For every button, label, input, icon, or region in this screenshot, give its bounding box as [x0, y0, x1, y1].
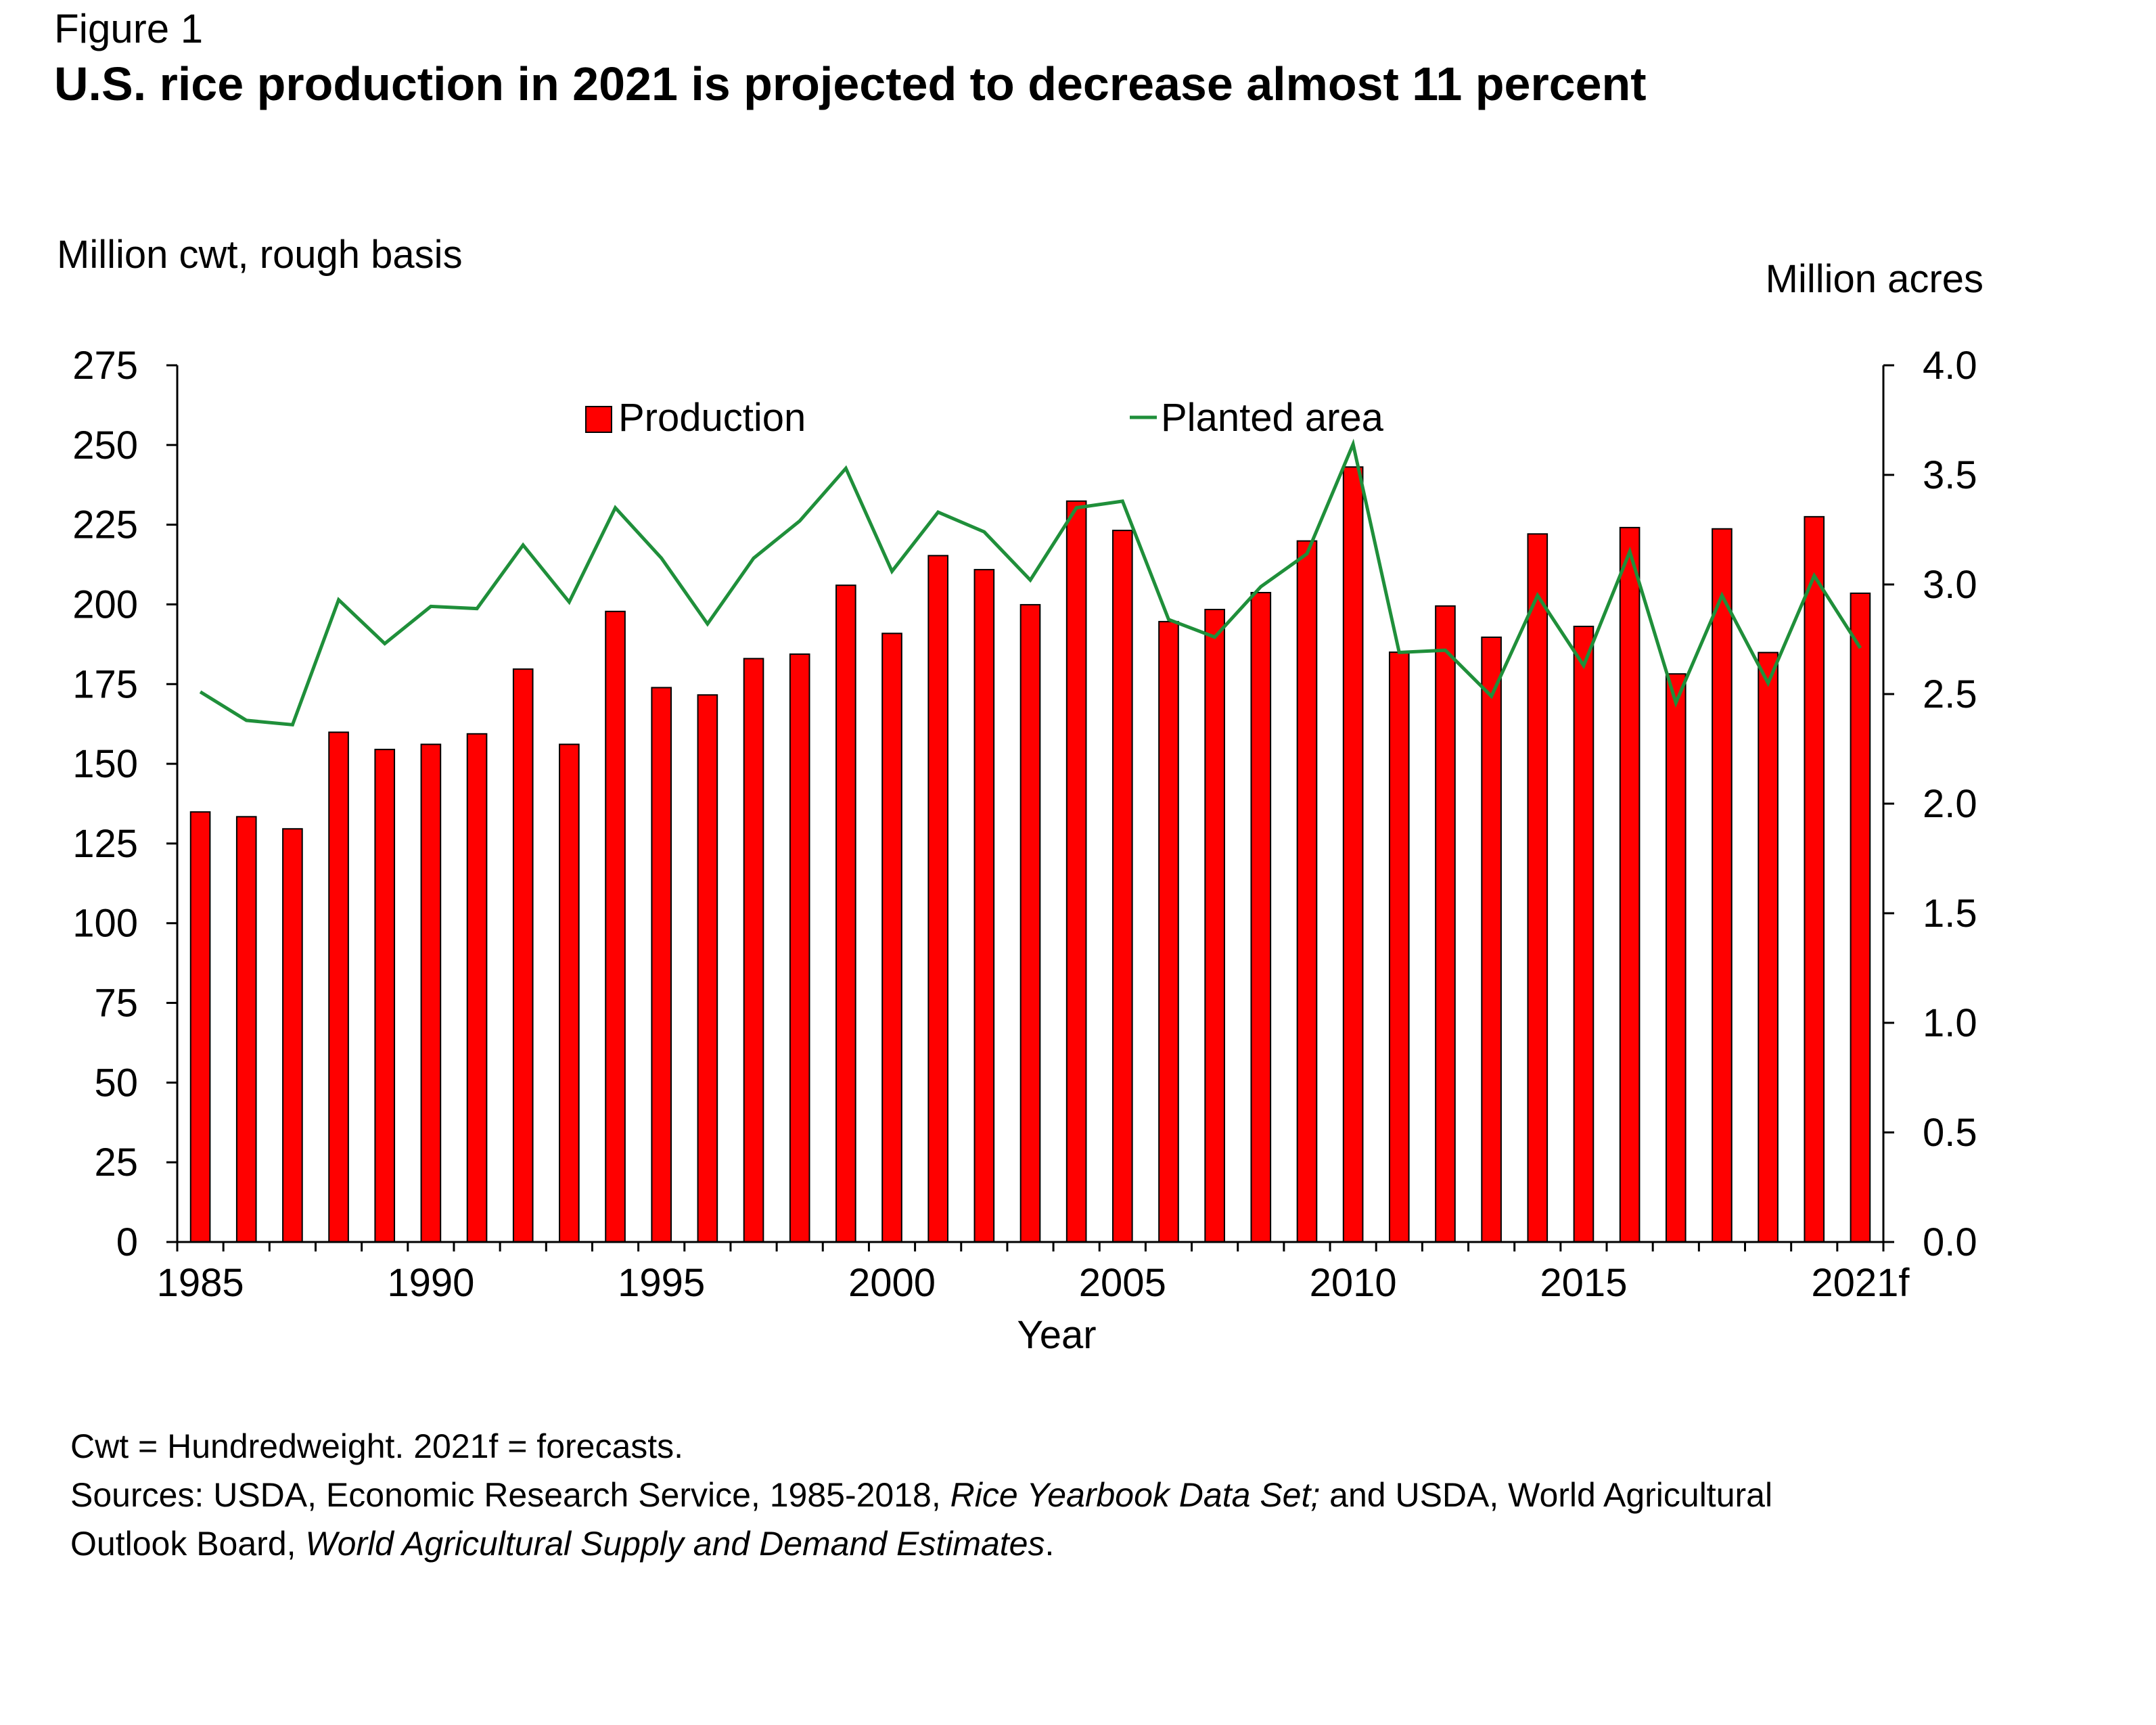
- legend-production-swatch: [585, 406, 612, 433]
- left-tick-label: 125: [72, 822, 138, 866]
- x-tick-label: 2010: [1310, 1261, 1397, 1305]
- legend: Production Planted area: [585, 396, 1384, 440]
- bar-1986: [235, 816, 257, 1243]
- bar-1996: [697, 694, 718, 1243]
- left-tick-label: 50: [94, 1061, 138, 1105]
- bar-1985: [189, 811, 211, 1243]
- bar-2007: [1204, 608, 1225, 1243]
- x-axis-title: Year: [1017, 1313, 1096, 1357]
- bar-2020: [1804, 515, 1825, 1243]
- right-tick-label: 2.0: [1923, 782, 1977, 826]
- bar-2006: [1158, 620, 1179, 1243]
- x-tick-label: 1985: [157, 1261, 244, 1305]
- bar-2009: [1296, 540, 1318, 1243]
- bar-2015: [1573, 625, 1595, 1243]
- bar-1995: [651, 687, 672, 1243]
- bar-1991: [466, 733, 488, 1243]
- legend-planted-area-label: Planted area: [1161, 396, 1384, 440]
- bar-2004: [1065, 500, 1087, 1243]
- bar-2021f: [1850, 592, 1871, 1243]
- right-axis-title: Million acres: [1766, 257, 1983, 301]
- tick-labels: 0 25 50 75 100 125 150 175 200 225 250 275 0.0 0.5 1.0…: [72, 344, 1977, 1305]
- left-tick-label: 175: [72, 662, 138, 706]
- bar-2013: [1481, 636, 1502, 1243]
- left-tick-label: 275: [72, 344, 138, 388]
- bar-2005: [1112, 530, 1133, 1243]
- bar-1992: [512, 668, 534, 1243]
- chart: Million cwt, rough basis Million acres Y…: [57, 233, 1983, 1357]
- left-tick-label: 200: [72, 582, 138, 626]
- x-tick-label: 1995: [618, 1261, 705, 1305]
- bar-1997: [743, 658, 764, 1243]
- left-tick-label: 75: [94, 982, 138, 1026]
- bar-1989: [374, 748, 396, 1243]
- bar-2017: [1665, 673, 1687, 1243]
- bar-2018: [1712, 528, 1733, 1243]
- left-tick-label: 225: [72, 503, 138, 547]
- left-tick-label: 25: [94, 1141, 138, 1184]
- note-sources-1: Sources: USDA, Economic Research Service…: [70, 1476, 1773, 1514]
- x-tick-label: 2015: [1540, 1261, 1627, 1305]
- bar-1998: [789, 653, 810, 1243]
- bar-1990: [420, 743, 442, 1243]
- right-tick-label: 4.0: [1923, 344, 1977, 388]
- notes: Cwt = Hundredweight. 2021f = forecasts. …: [70, 1422, 1772, 1568]
- left-tick-label: 0: [116, 1220, 138, 1264]
- right-tick-label: 1.5: [1923, 892, 1977, 936]
- bar-2008: [1250, 592, 1272, 1243]
- bar-2012: [1435, 605, 1456, 1243]
- right-tick-label: 0.0: [1923, 1220, 1977, 1264]
- x-tick-label: 1990: [387, 1261, 474, 1305]
- legend-production-label: Production: [618, 396, 806, 440]
- bar-2000: [881, 632, 902, 1243]
- bar-2001: [927, 555, 948, 1243]
- bar-2002: [973, 569, 995, 1243]
- production-bars: [189, 466, 1871, 1243]
- x-tick-label: 2005: [1079, 1261, 1166, 1305]
- bar-1988: [328, 731, 349, 1243]
- right-tick-label: 1.0: [1923, 1001, 1977, 1045]
- left-tick-label: 100: [72, 902, 138, 946]
- planted-area-line: [199, 438, 1862, 727]
- bar-2016: [1619, 526, 1641, 1243]
- bar-2011: [1388, 651, 1410, 1243]
- right-tick-label: 2.5: [1923, 672, 1977, 716]
- note-abbreviations: Cwt = Hundredweight. 2021f = forecasts.: [70, 1427, 684, 1465]
- bar-2003: [1019, 603, 1041, 1243]
- figure-title: U.S. rice production in 2021 is projecte…: [54, 58, 1647, 110]
- bar-1987: [282, 828, 303, 1243]
- x-tick-label: 2000: [848, 1261, 936, 1305]
- bar-2019: [1758, 651, 1779, 1243]
- bar-2010: [1342, 466, 1364, 1243]
- left-axis-title: Million cwt, rough basis: [57, 233, 463, 277]
- figure-label: Figure 1: [54, 6, 204, 51]
- left-tick-label: 150: [72, 742, 138, 786]
- bar-1994: [605, 610, 626, 1243]
- right-tick-label: 0.5: [1923, 1111, 1977, 1155]
- left-tick-label: 250: [72, 423, 138, 467]
- note-sources-2: Outlook Board, World Agricultural Supply…: [70, 1525, 1055, 1563]
- bar-1993: [559, 743, 580, 1243]
- right-tick-label: 3.5: [1923, 453, 1977, 497]
- bar-2014: [1527, 533, 1549, 1243]
- bar-1999: [835, 584, 856, 1243]
- right-tick-label: 3.0: [1923, 563, 1977, 607]
- x-tick-label: 2021f: [1811, 1261, 1910, 1305]
